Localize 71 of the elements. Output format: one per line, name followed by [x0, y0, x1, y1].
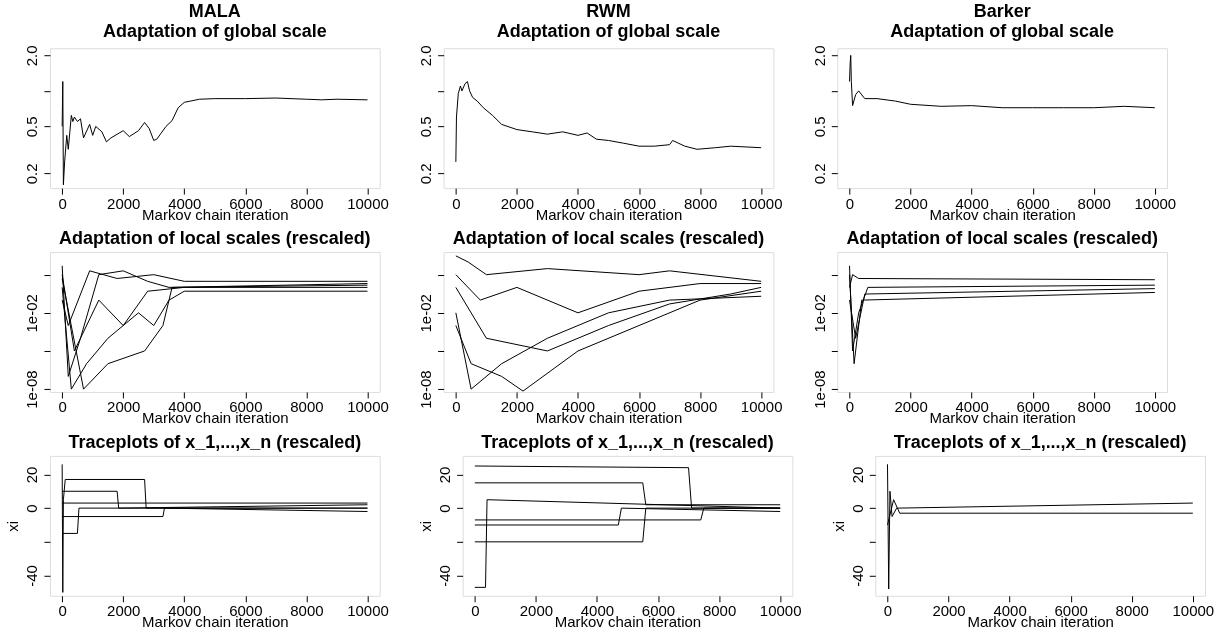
- x-tick-label: 2000: [894, 194, 928, 212]
- y-tick-label: 0.5: [417, 116, 435, 138]
- x-tick-label: 0: [58, 398, 67, 416]
- y-axis-title: xi: [4, 520, 22, 532]
- chart-title: Traceplots of x_1,...,x_n (rescaled): [481, 431, 774, 452]
- y-tick-label: 2.0: [810, 45, 828, 67]
- y-tick-label: 1e-08: [23, 370, 41, 409]
- x-tick-label: 2000: [932, 602, 966, 620]
- x-tick-label: 2000: [500, 194, 535, 212]
- chart-title: MALA: [188, 0, 241, 21]
- x-tick-label: 2000: [519, 602, 554, 620]
- x-tick-label: 10000: [347, 602, 389, 620]
- x-tick-label: 10000: [740, 398, 783, 416]
- x-tick-label: 0: [58, 194, 67, 212]
- x-tick-label: 8000: [1077, 194, 1111, 212]
- y-tick-label: 0: [848, 504, 866, 513]
- y-axis-title: xi: [829, 520, 847, 532]
- x-tick-label: 10000: [347, 398, 389, 416]
- y-tick-label: -40: [848, 565, 866, 587]
- y-tick-label: 0: [23, 504, 41, 513]
- x-tick-label: 2000: [107, 398, 141, 416]
- chart-title: Adaptation of local scales (rescaled): [59, 228, 371, 249]
- chart-title: Barker: [973, 0, 1031, 21]
- x-tick-label: 2000: [894, 398, 928, 416]
- y-tick-label: 1e-02: [810, 294, 828, 333]
- x-tick-label: 0: [883, 602, 893, 620]
- x-tick-label: 10000: [347, 194, 389, 212]
- x-tick-label: 10000: [1134, 194, 1177, 212]
- x-tick-label: 8000: [1115, 602, 1149, 620]
- y-tick-label: 2.0: [417, 45, 435, 67]
- x-tick-label: 8000: [683, 398, 718, 416]
- x-tick-label: 0: [471, 602, 480, 620]
- x-tick-label: 10000: [740, 194, 783, 212]
- x-tick-label: 8000: [290, 398, 324, 416]
- y-tick-label: 0.5: [23, 116, 41, 138]
- y-axis-title: xi: [417, 520, 435, 532]
- chart-subtitle: Adaptation of global scale: [103, 20, 327, 41]
- y-tick-label: 0: [436, 504, 454, 513]
- y-tick-label: 1e-08: [810, 370, 828, 409]
- x-tick-label: 8000: [290, 194, 324, 212]
- x-tick-label: 10000: [759, 602, 802, 620]
- y-tick-label: 0.2: [23, 163, 41, 185]
- y-tick-label: 1e-02: [417, 294, 435, 333]
- y-tick-label: 1e-08: [417, 370, 435, 409]
- x-tick-label: 2000: [107, 602, 141, 620]
- y-tick-label: -40: [23, 565, 41, 587]
- x-tick-label: 8000: [1077, 398, 1111, 416]
- chart-title: Adaptation of local scales (rescaled): [846, 228, 1158, 249]
- chart-title: Adaptation of local scales (rescaled): [452, 228, 765, 249]
- y-tick-label: 2.0: [23, 45, 41, 67]
- y-tick-label: 0.2: [417, 163, 435, 185]
- y-tick-label: -40: [436, 565, 454, 587]
- x-tick-label: 2000: [107, 194, 141, 212]
- x-tick-label: 10000: [1172, 602, 1215, 620]
- chart-title: Traceplots of x_1,...,x_n (rescaled): [68, 431, 362, 452]
- y-tick-label: 0.5: [810, 116, 828, 138]
- y-tick-label: 20: [23, 466, 41, 484]
- chart-title: Traceplots of x_1,...,x_n (rescaled): [893, 431, 1187, 452]
- y-tick-label: 1e-02: [23, 294, 41, 333]
- x-tick-label: 10000: [1134, 398, 1177, 416]
- x-tick-label: 2000: [500, 398, 535, 416]
- x-tick-label: 8000: [290, 602, 324, 620]
- chart-subtitle: Adaptation of global scale: [890, 20, 1114, 41]
- x-tick-label: 0: [58, 602, 67, 620]
- y-tick-label: 20: [436, 466, 454, 484]
- y-tick-label: 20: [848, 466, 866, 484]
- x-tick-label: 8000: [702, 602, 737, 620]
- chart-title: RWM: [586, 0, 631, 21]
- chart-subtitle: Adaptation of global scale: [496, 20, 721, 41]
- y-tick-label: 0.2: [810, 163, 828, 185]
- x-tick-label: 8000: [683, 194, 718, 212]
